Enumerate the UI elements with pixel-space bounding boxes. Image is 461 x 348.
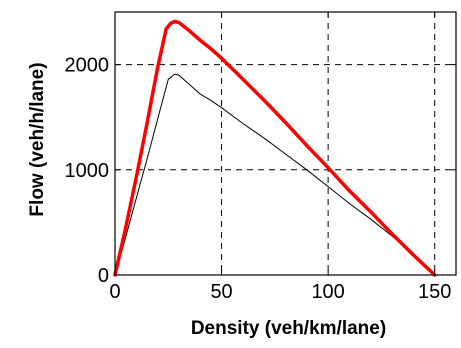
series-line-1 (114, 73, 436, 276)
tick-layer: 0 50 100 150 0 1000 2000 (65, 12, 456, 303)
x-tick-label: 0 (109, 281, 120, 303)
x-axis-label: Density (veh/km/lane) (191, 318, 386, 339)
x-tick-label: 50 (210, 281, 232, 303)
series-layer (113, 19, 437, 277)
y-axis-label: Flow (veh/h/lane) (27, 62, 48, 216)
y-tick-label: 1000 (65, 160, 110, 182)
series-line-2 (113, 19, 437, 277)
x-tick-label: 150 (418, 281, 451, 303)
x-tick-label: 100 (311, 281, 344, 303)
y-tick-label: 0 (98, 265, 109, 287)
plot-frame (114, 11, 457, 276)
grid-layer (115, 12, 456, 275)
y-tick-label: 2000 (65, 55, 110, 77)
